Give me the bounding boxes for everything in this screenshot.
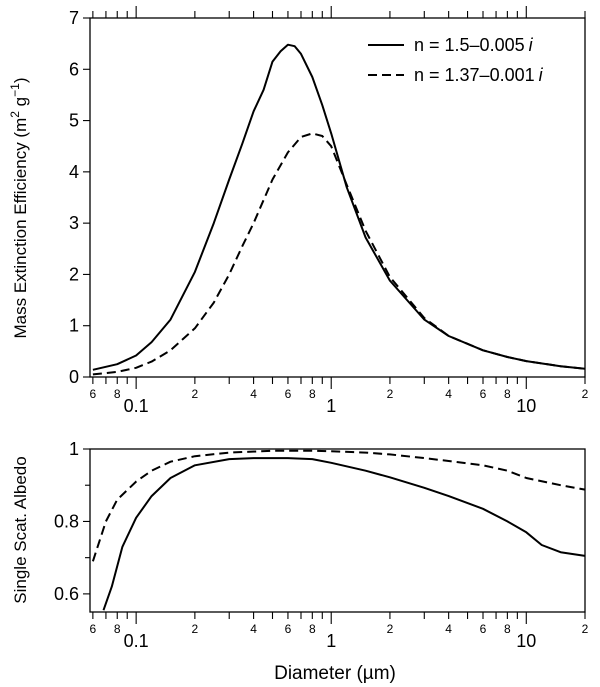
- albedo-ytick-label-1: 0.8: [54, 511, 79, 531]
- extinction-xtick-minor-label-2: 2: [192, 387, 199, 401]
- albedo-xtick-minor-label-10: 2: [582, 622, 589, 636]
- extinction-xtick-minor-label-7: 4: [445, 387, 452, 401]
- legend-dashed-label: n = 1.37–0.001 i: [414, 65, 544, 85]
- albedo-xtick-minor-label-5: 8: [309, 622, 316, 636]
- x-axis-label: Diameter (µm): [274, 663, 396, 684]
- albedo-series-solid: [102, 457, 586, 611]
- albedo-curves: [91, 449, 586, 611]
- albedo-y-ticks: 0.6 0.8 1: [54, 439, 90, 604]
- legend: n = 1.5–0.005 i n = 1.37–0.001 i: [368, 35, 544, 85]
- legend-solid-label: n = 1.5–0.005 i: [414, 35, 534, 55]
- albedo-xtick-minor-label-7: 4: [445, 622, 452, 636]
- extinction-xtick-minor-label-6: 2: [387, 387, 394, 401]
- extinction-ytick-label-4: 4: [69, 162, 79, 182]
- albedo-y-axis-label: Single Scat. Albedo: [11, 456, 30, 603]
- extinction-ytick-label-6: 6: [69, 59, 79, 79]
- extinction-xtick-minor-label-4: 6: [285, 387, 292, 401]
- albedo-panel: 0.6 0.8 1 0.1 1 10 6 8 2 4 6 8 2 4 6 8 2 Single Scat. A…: [11, 439, 589, 684]
- albedo-xtick-major-label-0: 0.1: [124, 631, 149, 651]
- albedo-xtick-minor-label-8: 6: [480, 622, 487, 636]
- extinction-series-dashed: [92, 132, 586, 376]
- extinction-panel: 0 1 2 3 4 5 6 7 0.1 1 10 6 8 2 4 6 8 2 4 6 8 2 n = 1.5–0.005…: [8, 6, 589, 416]
- extinction-xtick-minor-label-10: 2: [582, 387, 589, 401]
- extinction-xtick-minor-label-3: 4: [250, 387, 257, 401]
- extinction-xtick-minor-label-9: 8: [504, 387, 511, 401]
- extinction-y-ticks: 0 1 2 3 4 5 6 7: [69, 8, 90, 387]
- albedo-xtick-minor-label-4: 6: [285, 622, 292, 636]
- extinction-y-axis-label: Mass Extinction Efficiency (m2 g−1): [8, 78, 30, 339]
- extinction-series-solid: [92, 43, 586, 371]
- extinction-x-ticks: 0.1 1 10 6 8 2 4 6 8 2 4 6 8 2: [90, 6, 589, 416]
- extinction-plot-frame: [89, 17, 586, 378]
- extinction-curves: [92, 43, 586, 376]
- extinction-xtick-minor-label-1: 8: [114, 387, 121, 401]
- albedo-ytick-label-0: 0.6: [54, 584, 79, 604]
- extinction-xtick-major-label-2: 10: [516, 396, 536, 416]
- extinction-xtick-minor-label-8: 6: [480, 387, 487, 401]
- albedo-xtick-minor-label-1: 8: [114, 622, 121, 636]
- albedo-xtick-major-label-2: 10: [516, 631, 536, 651]
- extinction-ytick-label-7: 7: [69, 8, 79, 28]
- extinction-ytick-label-2: 2: [69, 264, 79, 284]
- extinction-ytick-label-5: 5: [69, 111, 79, 131]
- extinction-xtick-minor-label-5: 8: [309, 387, 316, 401]
- albedo-series-dashed: [91, 449, 586, 562]
- extinction-ytick-label-1: 1: [69, 316, 79, 336]
- albedo-ytick-label-2: 1: [69, 439, 79, 459]
- albedo-xtick-minor-label-0: 6: [90, 622, 97, 636]
- extinction-ytick-label-3: 3: [69, 213, 79, 233]
- albedo-x-ticks: 0.1 1 10 6 8 2 4 6 8 2 4 6 8 2: [90, 612, 589, 651]
- albedo-xtick-major-label-1: 1: [326, 631, 336, 651]
- extinction-xtick-major-label-1: 1: [326, 396, 336, 416]
- extinction-ytick-label-0: 0: [69, 367, 79, 387]
- extinction-xtick-major-label-0: 0.1: [124, 396, 149, 416]
- albedo-xtick-minor-label-3: 4: [250, 622, 257, 636]
- extinction-xtick-minor-label-0: 6: [90, 387, 97, 401]
- albedo-xtick-minor-label-2: 2: [192, 622, 199, 636]
- albedo-plot-frame: [89, 448, 586, 613]
- albedo-xtick-minor-label-6: 2: [387, 622, 394, 636]
- albedo-xtick-minor-label-9: 8: [504, 622, 511, 636]
